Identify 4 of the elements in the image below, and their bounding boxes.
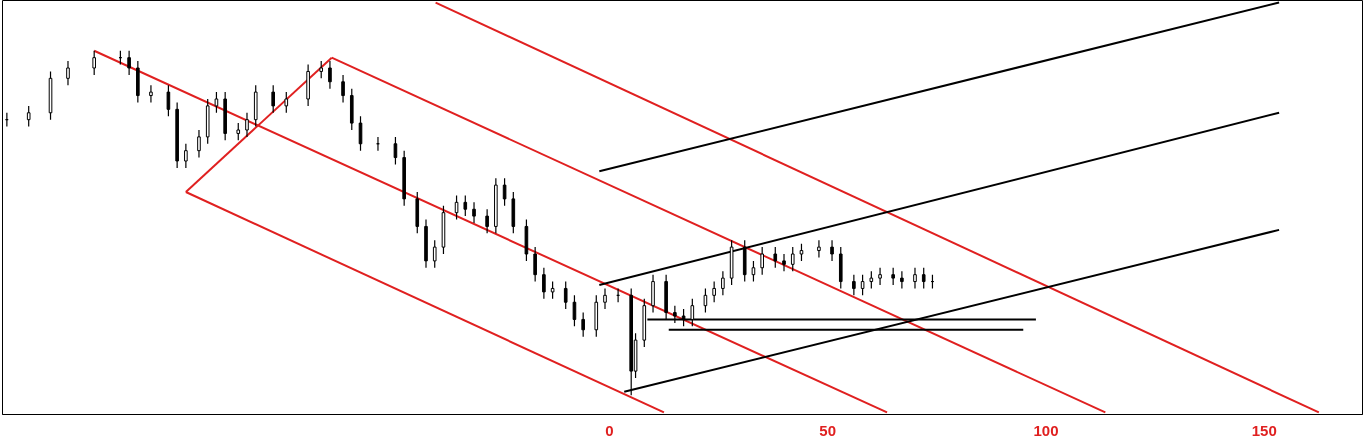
x-tick-label: 0	[605, 421, 614, 438]
x-tick-label: 50	[819, 421, 837, 438]
x-tick-label: 100	[1033, 421, 1059, 438]
x-tick-label: 150	[1251, 421, 1277, 438]
